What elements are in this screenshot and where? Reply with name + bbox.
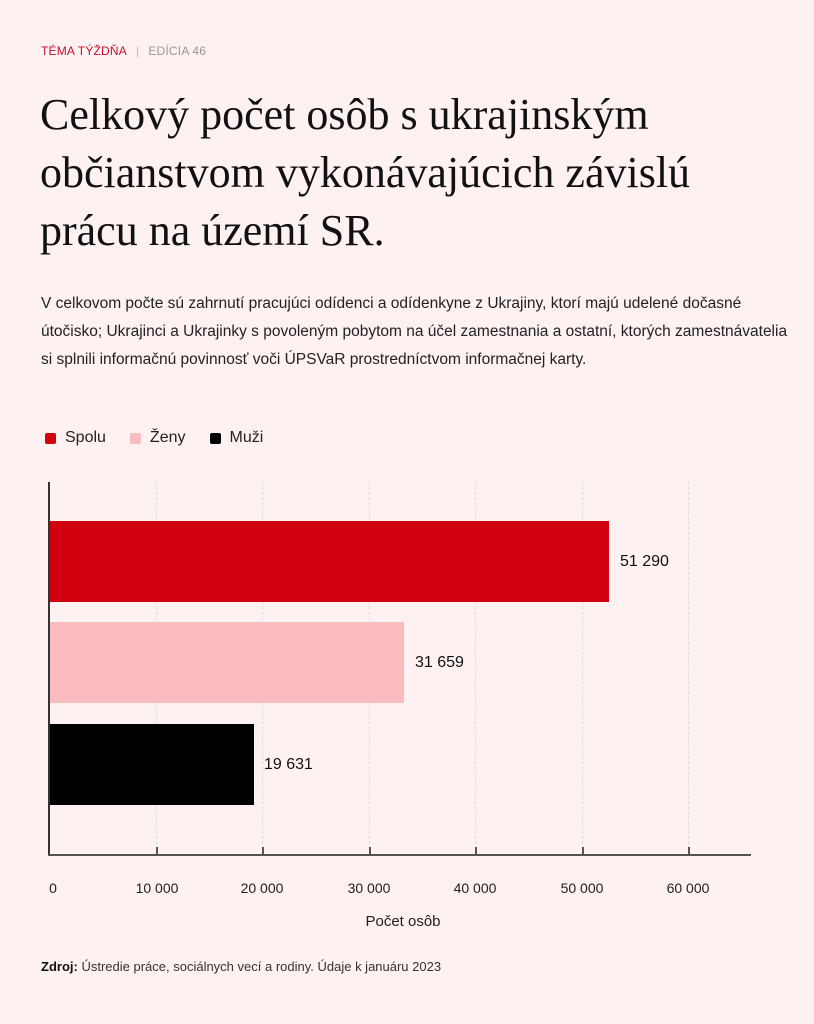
kicker: TÉMA TÝŽDŇA | EDÍCIA 46 <box>41 44 206 58</box>
kicker-separator: | <box>136 44 140 58</box>
chart-title: Celkový počet osôb s ukrajinským občians… <box>40 90 691 255</box>
gridline <box>688 482 689 854</box>
edition-label: EDÍCIA 46 <box>148 44 207 58</box>
x-tick <box>156 847 158 855</box>
legend-label: Spolu <box>65 429 106 446</box>
source-note: Zdroj: Ústredie práce, sociálnych vecí a… <box>41 959 441 974</box>
x-tick-label: 10 000 <box>135 880 179 896</box>
source-label: Zdroj: <box>41 959 78 974</box>
gridline <box>475 482 476 854</box>
gridline <box>582 482 583 854</box>
legend-swatch-zeny <box>129 432 141 444</box>
legend-label: Ženy <box>149 429 186 446</box>
bar-value-spolu: 51 290 <box>620 553 669 570</box>
bar-spolu <box>49 521 609 602</box>
legend-item-spolu: Spolu <box>45 429 106 447</box>
bar-muzi <box>49 724 254 805</box>
x-tick <box>369 847 371 855</box>
x-tick <box>582 847 584 855</box>
topic-label: TÉMA TÝŽDŇA <box>41 44 127 58</box>
x-tick-label: 0 <box>49 880 57 896</box>
bar-value-muzi: 19 631 <box>264 756 313 773</box>
chart-description: V celkovom počte sú zahrnutí pracujúci o… <box>41 295 788 368</box>
source-text: Ústredie práce, sociálnych vecí a rodiny… <box>81 959 442 974</box>
bar-value-zeny: 31 659 <box>415 654 464 671</box>
x-tick-label: 40 000 <box>453 880 497 896</box>
x-tick <box>262 847 264 855</box>
x-tick <box>475 847 477 855</box>
x-tick-label: 20 000 <box>240 880 284 896</box>
legend-item-muzi: Muži <box>209 429 264 447</box>
legend-item-zeny: Ženy <box>129 429 186 447</box>
x-tick <box>688 847 690 855</box>
x-tick-label: 50 000 <box>560 880 604 896</box>
legend-swatch-spolu <box>45 432 56 444</box>
x-axis-line <box>48 854 751 856</box>
legend: Spolu Ženy Muži <box>45 429 287 447</box>
bar-zeny <box>49 622 404 703</box>
legend-swatch-muzi <box>209 432 221 444</box>
y-axis-line <box>48 482 50 856</box>
legend-label: Muži <box>229 429 264 446</box>
x-tick-label: 30 000 <box>347 880 391 896</box>
x-tick-label: 60 000 <box>666 880 710 896</box>
x-axis-title: Počet osôb <box>365 913 441 930</box>
